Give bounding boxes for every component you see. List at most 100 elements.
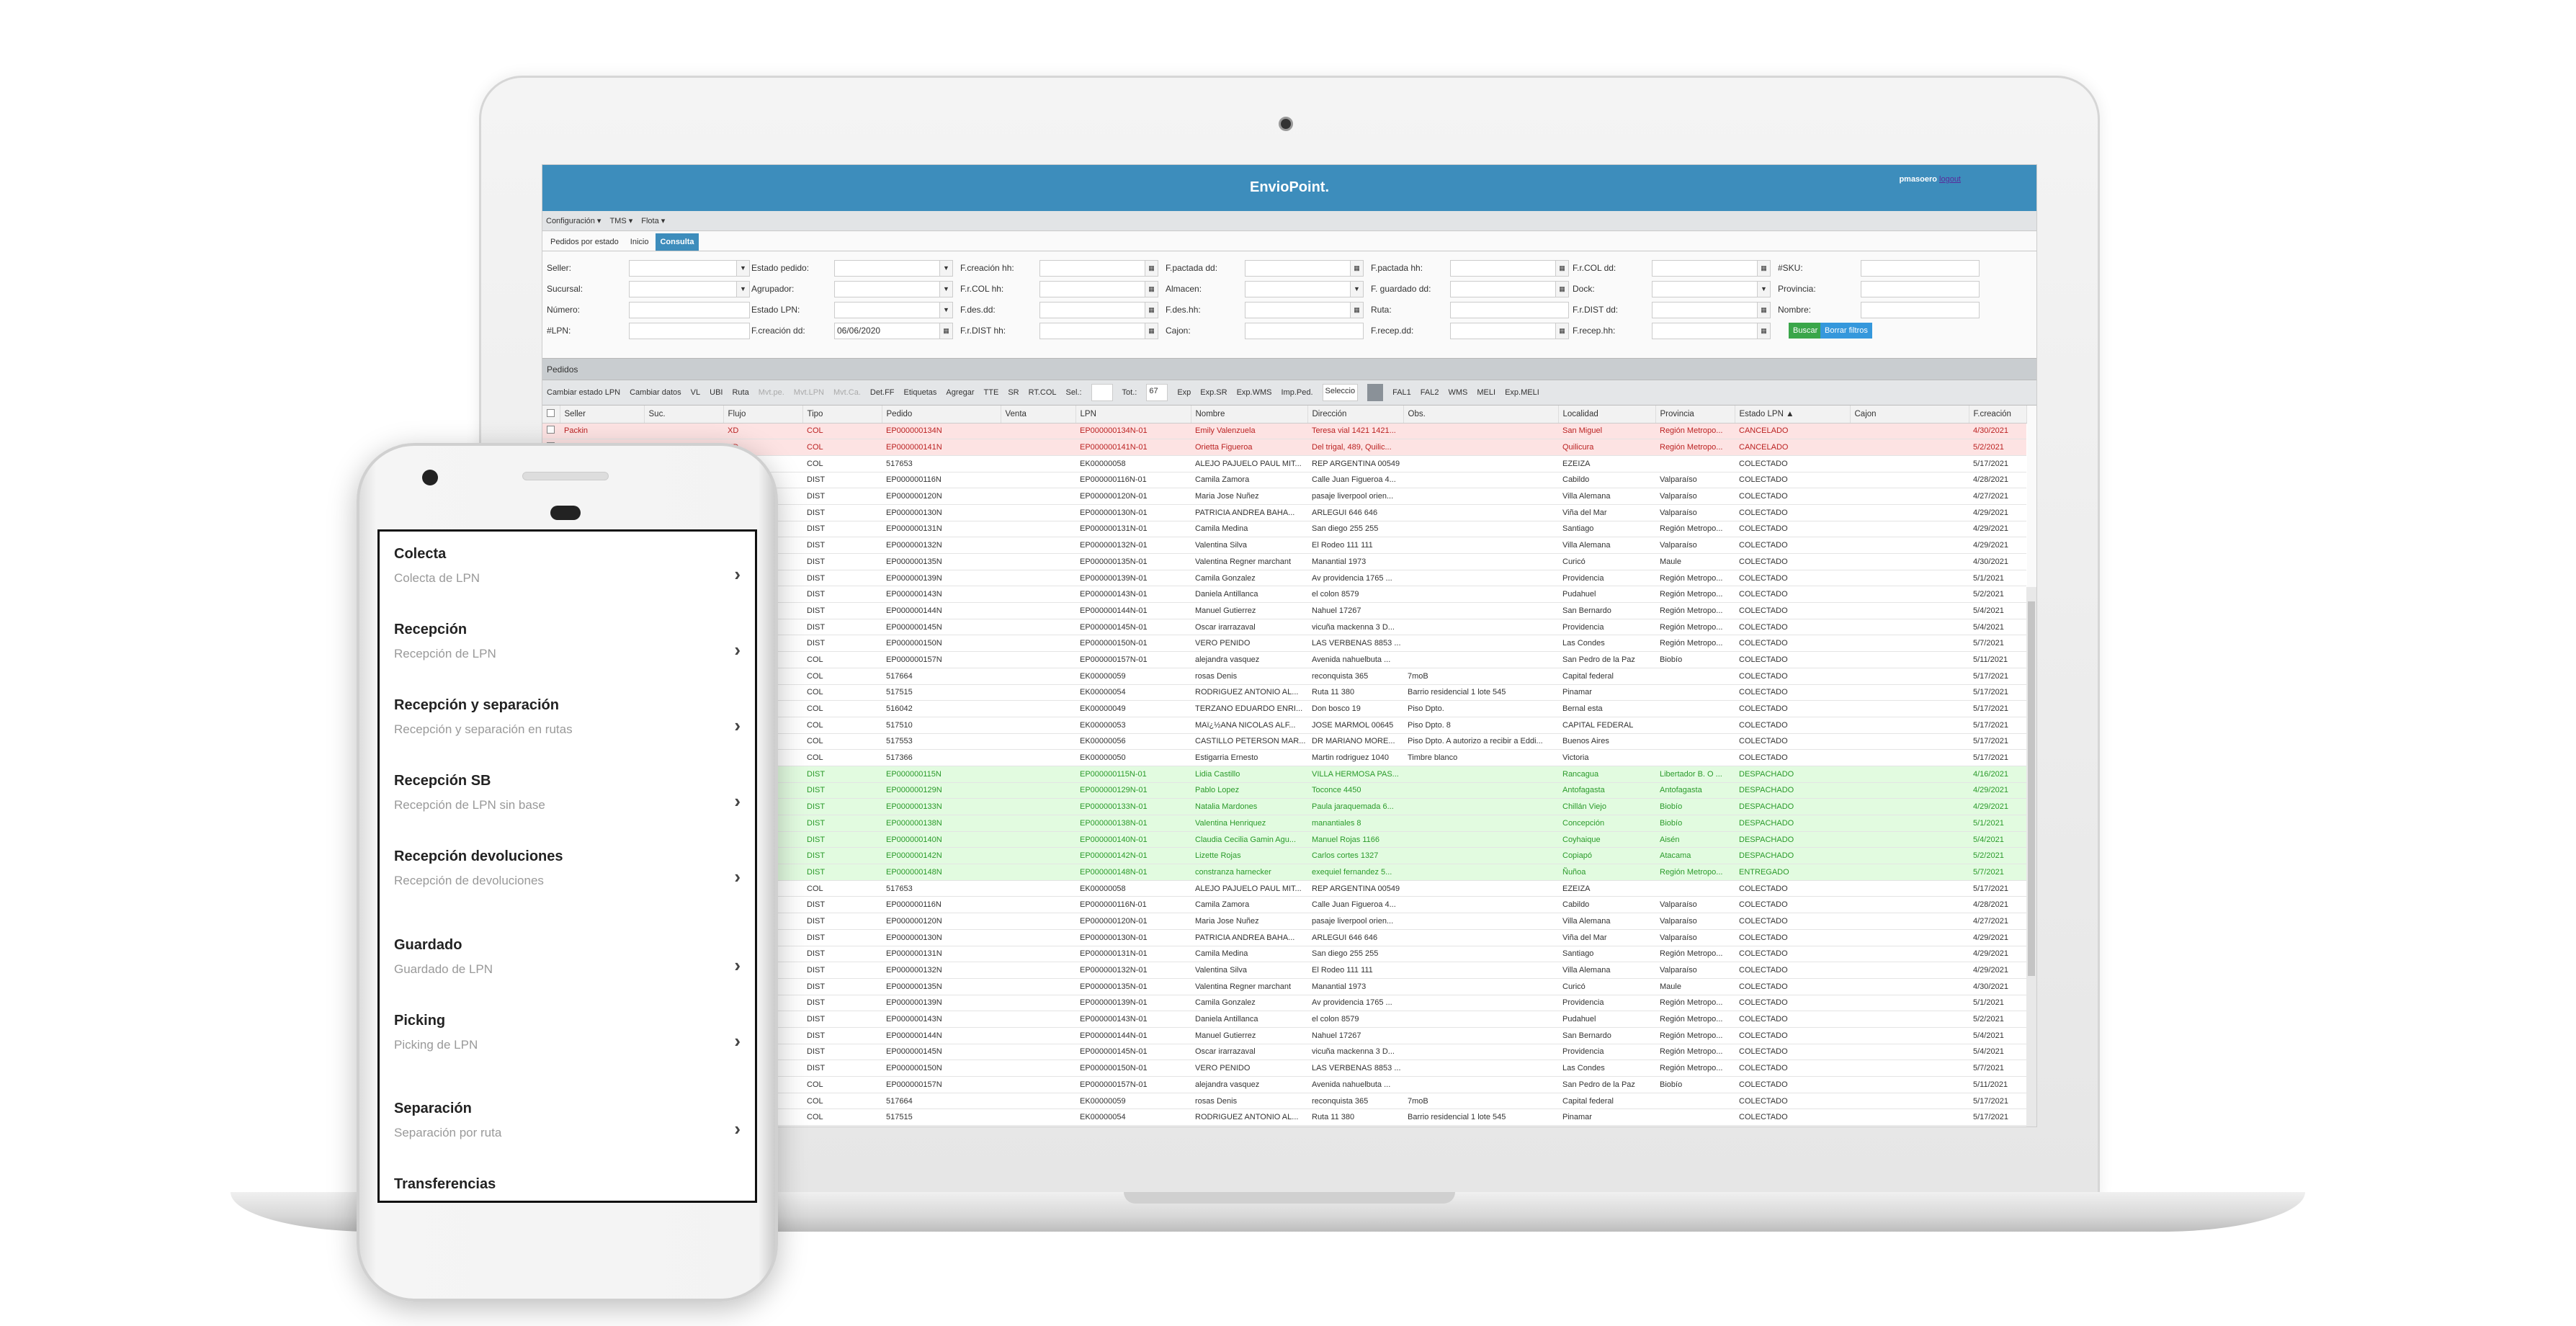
table-row[interactable]: COL EP000000157N EP000000157N-01 alejandra … — [542, 651, 2026, 668]
select-dropdown[interactable]: Seleccio — [1322, 384, 1359, 401]
column-header-13[interactable]: Estado LPN ▲ — [1735, 406, 1851, 424]
filter-input-seller[interactable]: ▼ — [629, 260, 750, 277]
phone-menu-item-transferencias[interactable]: Transferencias — [394, 1176, 755, 1193]
column-header-2[interactable]: Suc. — [644, 406, 724, 424]
filter-input-fdeshh[interactable]: ▦ — [1245, 302, 1364, 318]
row-checkbox[interactable] — [547, 426, 555, 434]
filter-input-agrupador[interactable]: ▼ — [834, 281, 953, 297]
filter-input-cajon[interactable] — [1245, 323, 1364, 339]
phone-menu-item-recepción[interactable]: Recepción Recepción de LPN › — [394, 622, 755, 661]
calendar-icon[interactable]: ▦ — [1145, 282, 1158, 297]
toolbar-button[interactable]: Cambiar datos — [630, 388, 681, 397]
phone-menu-item-recepción-y-separación[interactable]: Recepción y separación Recepción y separa… — [394, 697, 755, 737]
filter-input-fguardadodd[interactable]: ▦ — [1450, 281, 1569, 297]
toolbar-button[interactable]: FAL2 — [1420, 388, 1439, 397]
column-header-3[interactable]: Flujo — [723, 406, 803, 424]
filter-input-lpn[interactable] — [629, 323, 750, 339]
phone-menu-item-colecta[interactable]: Colecta Colecta de LPN › — [394, 546, 755, 586]
calendar-icon[interactable]: ▦ — [1350, 303, 1363, 318]
table-row[interactable]: COL 517653 EK00000058 ALEJO PAJUELO PAUL MI… — [542, 455, 2026, 472]
toolbar-button[interactable]: VL — [690, 388, 701, 397]
phone-menu-item-picking[interactable]: Picking Picking de LPN › — [394, 1013, 755, 1052]
toolbar-button[interactable]: UBI — [710, 388, 723, 397]
filter-input-fcreacinhh[interactable]: ▦ — [1039, 260, 1158, 277]
calendar-icon[interactable]: ▦ — [1757, 303, 1770, 318]
filter-input-nombre[interactable] — [1861, 302, 1980, 318]
toolbar-button[interactable]: SR — [1008, 388, 1019, 397]
filter-input-estadopedido[interactable]: ▼ — [834, 260, 953, 277]
column-header-5[interactable]: Pedido — [882, 406, 1001, 424]
chevron-down-icon[interactable]: ▼ — [939, 303, 952, 318]
table-row[interactable]: DIST EP000000120N EP000000120N-01 Maria Jos… — [542, 913, 2026, 930]
table-row[interactable]: XDCOLEP000000141NEP000000141N-01Orietta … — [542, 439, 2026, 456]
chevron-down-icon[interactable]: ▼ — [939, 282, 952, 297]
table-row[interactable]: COL 517653 EK00000058 ALEJO PAJUELO PAUL MI… — [542, 880, 2026, 897]
scrollbar-thumb[interactable] — [2028, 601, 2035, 976]
filter-input-fpactadadd[interactable]: ▦ — [1245, 260, 1364, 277]
filter-input-dock[interactable]: ▼ — [1652, 281, 1771, 297]
column-header-6[interactable]: Venta — [1001, 406, 1076, 424]
toolbar-button[interactable]: Det.FF — [869, 388, 895, 397]
column-header-7[interactable]: LPN — [1075, 406, 1191, 424]
table-row[interactable]: DIST EP000000142N EP000000142N-01 Lizette R… — [542, 847, 2026, 865]
chevron-down-icon[interactable]: ▼ — [736, 282, 749, 297]
column-header-4[interactable]: Tipo — [802, 406, 882, 424]
sel-input[interactable] — [1091, 384, 1113, 401]
filter-input-sku[interactable] — [1861, 260, 1980, 277]
table-row[interactable]: DIST EP000000130N EP000000130N-01 PATRICIA … — [542, 929, 2026, 946]
table-row[interactable]: DIST EP000000130N EP000000130N-01 PATRICIA … — [542, 504, 2026, 521]
filter-input-ruta[interactable] — [1450, 302, 1569, 318]
calendar-icon[interactable]: ▦ — [1555, 282, 1568, 297]
column-header-8[interactable]: Nombre — [1191, 406, 1308, 424]
filter-input-frcolhh[interactable]: ▦ — [1039, 281, 1158, 297]
chevron-down-icon[interactable]: ▼ — [939, 261, 952, 276]
filter-input-frcoldd[interactable]: ▦ — [1652, 260, 1771, 277]
column-header-10[interactable]: Obs. — [1403, 406, 1559, 424]
filter-input-provincia[interactable] — [1861, 281, 1980, 297]
logout-link[interactable]: logout — [1939, 175, 1961, 184]
filter-input-almacen[interactable]: ▼ — [1245, 281, 1364, 297]
filter-input-fdesdd[interactable]: ▦ — [1039, 302, 1158, 318]
menu-item[interactable]: Configuración ▾ — [546, 217, 601, 225]
phone-menu-item-separación[interactable]: Separación Separación por ruta › — [394, 1101, 755, 1140]
filter-input-frdisthh[interactable]: ▦ — [1039, 323, 1158, 339]
toolbar-button[interactable]: WMS — [1448, 388, 1468, 397]
buscar-button[interactable]: Buscar — [1789, 323, 1823, 339]
calendar-icon[interactable]: ▦ — [1757, 323, 1770, 339]
toolbar-button[interactable]: Exp.WMS — [1236, 388, 1272, 397]
select-go-button[interactable] — [1367, 384, 1384, 401]
borrar-filtros-button[interactable]: Borrar filtros — [1820, 323, 1872, 339]
calendar-icon[interactable]: ▦ — [1350, 261, 1363, 276]
column-header-9[interactable]: Dirección — [1307, 406, 1404, 424]
table-row[interactable]: COL 517515 EK00000054 RODRIGUEZ ANTONIO AL.… — [542, 1108, 2026, 1126]
filter-input-fcreacindd[interactable]: 06/06/2020 ▦ — [834, 323, 953, 339]
select-all-checkbox[interactable] — [547, 408, 555, 417]
table-row[interactable]: Packin XD COL EP000000134N EP000000134N-01 Em… — [542, 423, 2026, 440]
toolbar-button[interactable]: Exp.MELI — [1505, 388, 1539, 397]
column-header-15[interactable]: F.creación — [1969, 406, 2027, 424]
calendar-icon[interactable]: ▦ — [1145, 261, 1158, 276]
row-select-cell[interactable] — [542, 423, 560, 440]
table-row[interactable]: DIST EP000000144N EP000000144N-01 Manuel Gu… — [542, 1027, 2026, 1044]
table-row[interactable]: DIST EP000000132N EP000000132N-01 Valentina… — [542, 962, 2026, 979]
toolbar-button[interactable]: Etiquetas — [903, 388, 937, 397]
menu-item[interactable]: Flota ▾ — [641, 217, 666, 225]
filter-input-fpactadahh[interactable]: ▦ — [1450, 260, 1569, 277]
table-row[interactable]: DIST EP000000132N EP000000132N-01 Valentina… — [542, 537, 2026, 554]
filter-input-sucursal[interactable]: ▼ — [629, 281, 750, 297]
menu-item[interactable]: TMS ▾ — [609, 217, 633, 225]
filter-input-frecepdd[interactable]: ▦ — [1450, 323, 1569, 339]
toolbar-button[interactable]: MELI — [1477, 388, 1496, 397]
toolbar-button[interactable]: TTE — [983, 388, 999, 397]
chevron-down-icon[interactable]: ▼ — [1757, 282, 1770, 297]
toolbar-button[interactable]: FAL1 — [1392, 388, 1411, 397]
column-header-12[interactable]: Provincia — [1655, 406, 1735, 424]
toolbar-button[interactable]: Agregar — [946, 388, 975, 397]
filter-input-estadolpn[interactable]: ▼ — [834, 302, 953, 318]
column-header-11[interactable]: Localidad — [1558, 406, 1656, 424]
toolbar-button[interactable]: Exp — [1177, 388, 1191, 397]
column-header-select[interactable] — [542, 406, 560, 424]
tab-inicio[interactable]: Inicio — [630, 238, 649, 246]
filter-input-frecephh[interactable]: ▦ — [1652, 323, 1771, 339]
calendar-icon[interactable]: ▦ — [939, 323, 952, 339]
